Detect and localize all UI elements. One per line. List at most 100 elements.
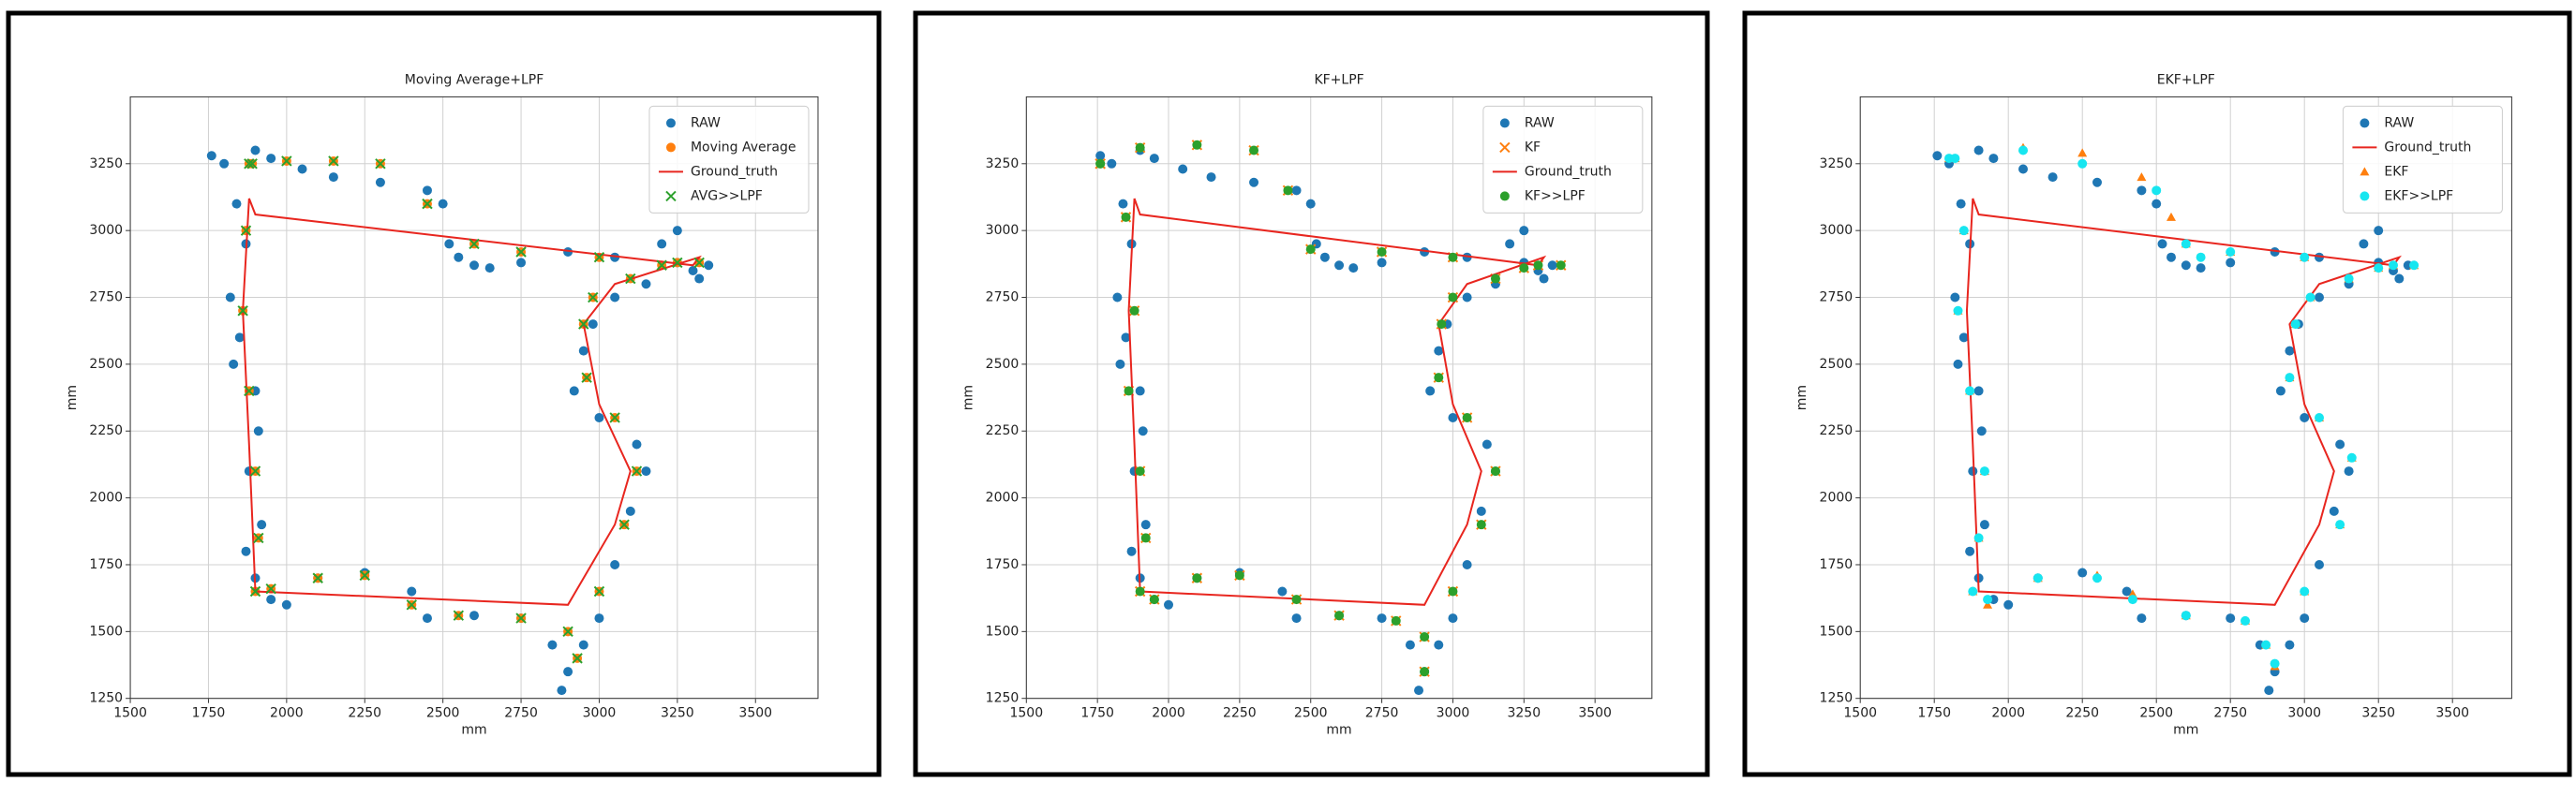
point: [2226, 613, 2236, 624]
point: [1953, 305, 1963, 316]
point: [1434, 346, 1444, 356]
x-tick-label: 3250: [2361, 706, 2395, 721]
point: [266, 154, 276, 164]
point: [1950, 292, 1960, 303]
legend-box: [1482, 105, 1644, 214]
point: [1462, 292, 1472, 303]
point: [2409, 260, 2420, 271]
x-tick-label: 3000: [583, 706, 617, 721]
point: [281, 155, 292, 167]
point: [2329, 506, 2339, 516]
point: [2152, 185, 2162, 196]
point: [1420, 632, 1430, 642]
legend-label: Ground_truth: [691, 164, 778, 179]
point: [1121, 332, 1131, 343]
point: [328, 172, 338, 183]
point: [246, 158, 258, 170]
point: [1206, 172, 1216, 183]
legend-label: EKF>>LPF: [2384, 188, 2453, 203]
point: [1462, 412, 1472, 422]
point: [375, 158, 386, 170]
x-tick-label: 2750: [504, 706, 538, 721]
point: [1448, 586, 1458, 597]
point: [2167, 212, 2176, 221]
point: [1135, 142, 1145, 153]
point: [1973, 386, 1984, 396]
y-axis-label: mm: [65, 385, 80, 410]
point: [1305, 244, 1316, 255]
point: [1291, 613, 1302, 624]
point: [2275, 386, 2286, 396]
x-tick-label: 2250: [1223, 706, 1257, 721]
point: [2152, 199, 2162, 209]
point: [588, 291, 599, 303]
point: [610, 292, 620, 303]
point: [2003, 599, 2014, 610]
point: [1334, 611, 1345, 621]
point: [359, 569, 370, 582]
point: [2157, 239, 2167, 249]
point: [2270, 658, 2280, 669]
point: [1140, 520, 1151, 530]
point: [1505, 239, 1515, 249]
point: [2018, 164, 2028, 174]
point: [2264, 686, 2274, 696]
point: [632, 439, 642, 450]
point: [2374, 263, 2384, 273]
point: [1976, 426, 1987, 436]
point: [257, 520, 267, 530]
y-tick-label: 2000: [89, 491, 123, 506]
point: [2167, 252, 2176, 262]
legend-box: [2342, 105, 2503, 214]
point: [2315, 292, 2324, 303]
point: [1490, 466, 1500, 477]
point: [1319, 252, 1330, 262]
point: [1414, 686, 1424, 696]
point: [1499, 141, 1511, 154]
point: [422, 198, 433, 210]
legend-label: Moving Average: [691, 140, 797, 155]
y-tick-label: 2250: [1820, 423, 1854, 438]
x-tick-label: 3250: [1507, 706, 1541, 721]
x-axis-label: mm: [461, 723, 486, 738]
y-tick-label: 2250: [986, 423, 1020, 438]
point: [2344, 466, 2354, 477]
point: [281, 599, 291, 610]
point: [1135, 586, 1145, 597]
point: [625, 506, 635, 516]
point: [672, 226, 682, 236]
point: [1519, 226, 1529, 236]
point: [1979, 520, 1989, 530]
point: [406, 599, 418, 611]
point: [563, 667, 573, 677]
point: [562, 626, 573, 638]
point: [1405, 640, 1415, 650]
y-tick-label: 3250: [89, 156, 123, 171]
legend-label: AVG>>LPF: [691, 188, 763, 203]
point: [1095, 158, 1106, 169]
point: [2394, 273, 2405, 284]
x-axis-label: mm: [2173, 723, 2198, 738]
point: [2300, 412, 2310, 422]
line: [1127, 198, 1547, 606]
x-tick-label: 2250: [2065, 706, 2099, 721]
legend-label: KF>>LPF: [1525, 188, 1586, 203]
point: [581, 372, 592, 383]
y-tick-label: 2000: [1820, 491, 1854, 506]
point: [693, 257, 705, 269]
point: [229, 359, 239, 369]
point: [1112, 292, 1123, 303]
point: [249, 585, 261, 598]
point: [2305, 292, 2315, 303]
point: [1434, 640, 1444, 650]
point: [375, 177, 385, 187]
point: [1121, 212, 1131, 222]
point: [1973, 145, 1984, 155]
point: [1462, 252, 1472, 262]
point: [231, 199, 242, 209]
point: [1476, 506, 1486, 516]
point: [2285, 640, 2295, 650]
point: [2300, 613, 2310, 624]
point: [444, 239, 454, 249]
